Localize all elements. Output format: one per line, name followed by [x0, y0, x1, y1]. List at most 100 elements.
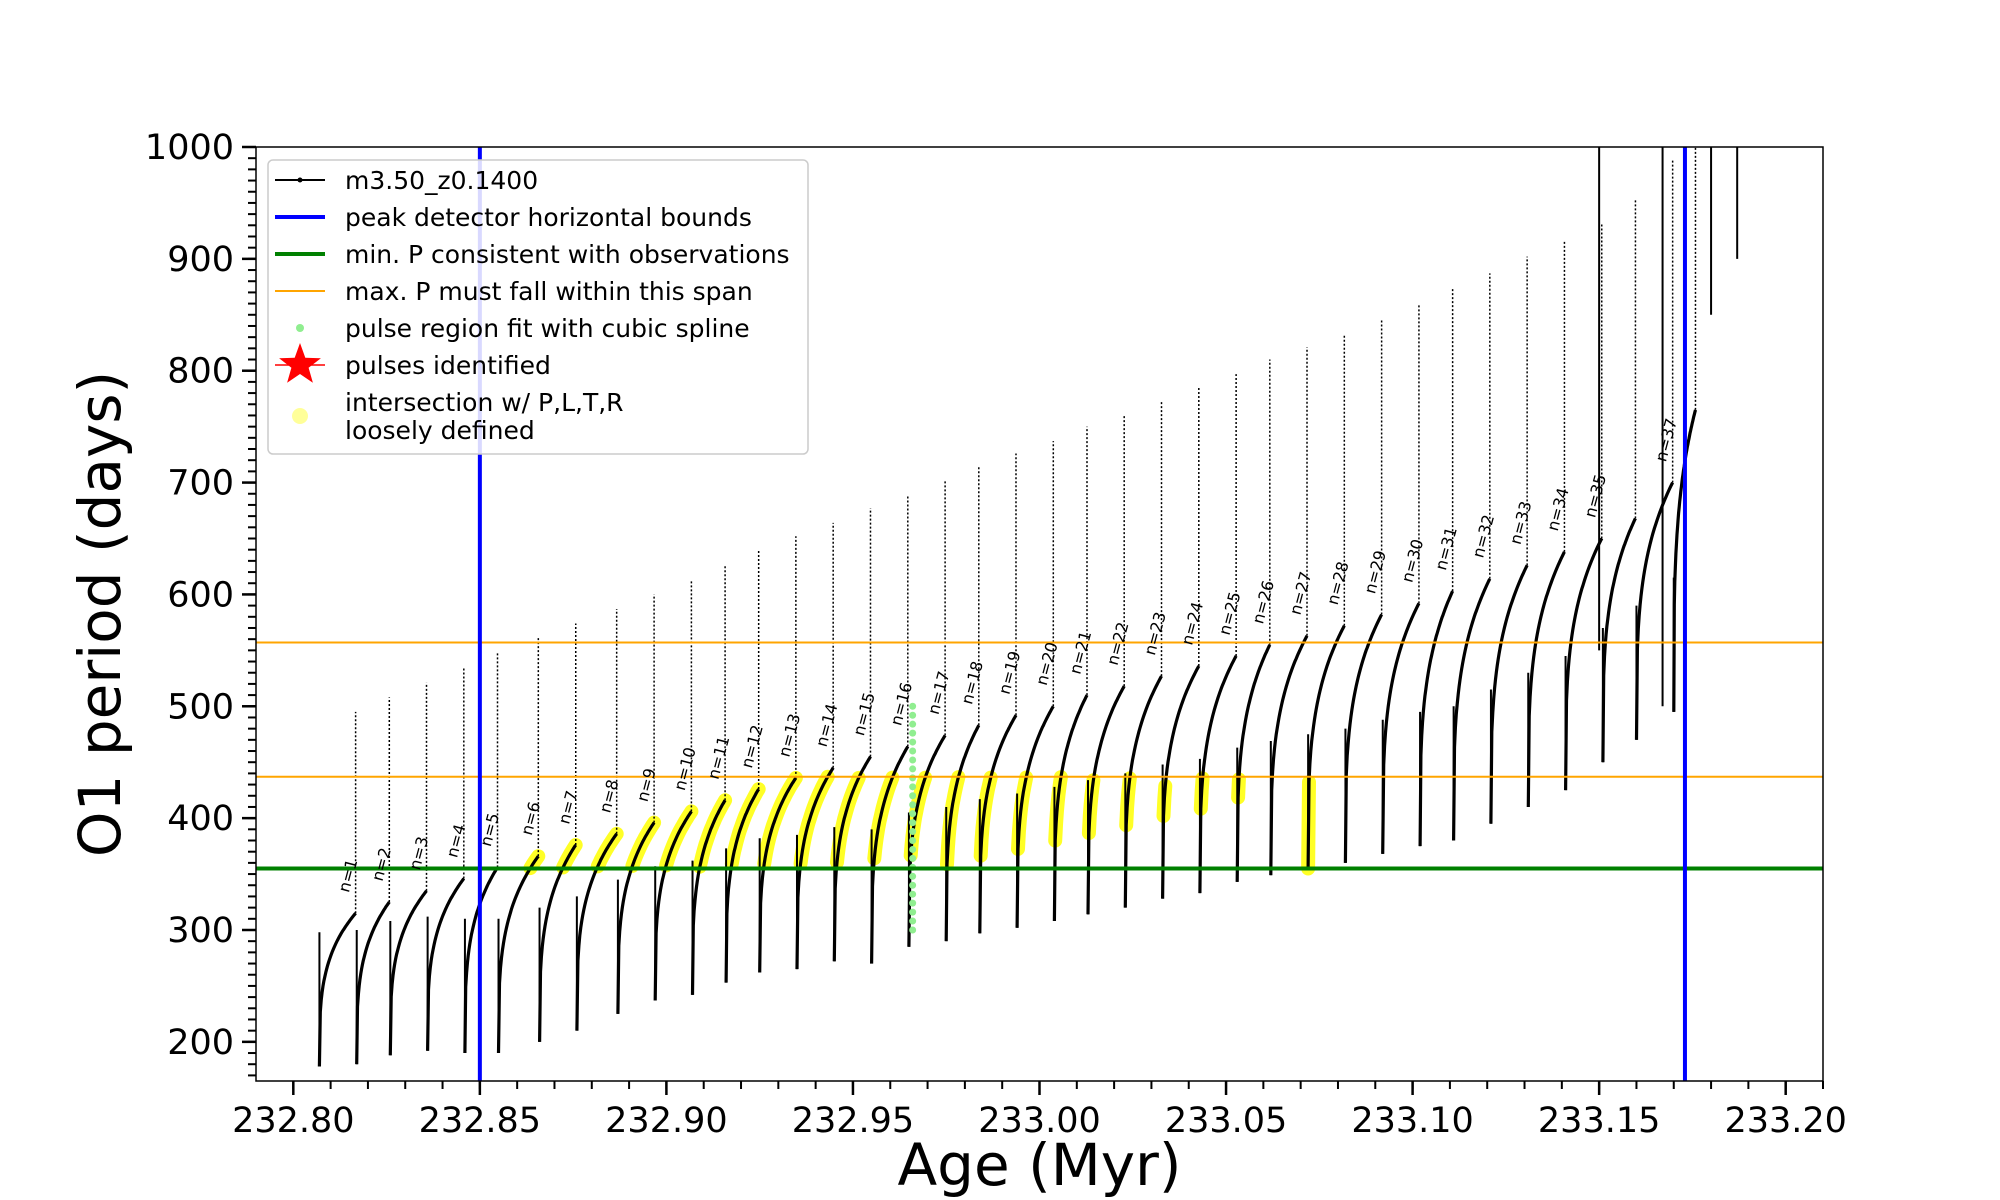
- pulse-track: [388, 889, 428, 1056]
- pulse-label: n=1: [334, 857, 361, 895]
- pulse-track: [1601, 517, 1637, 763]
- legend-label: m3.50_z0.1400: [345, 166, 538, 195]
- pulse-track: [1052, 694, 1089, 922]
- pulse-track: [978, 714, 1018, 934]
- pulse-label: n=2: [368, 846, 395, 884]
- pulse-label: n=7: [554, 789, 581, 827]
- x-tick-label: 233.20: [1724, 1101, 1846, 1141]
- x-tick-label: 232.90: [605, 1101, 727, 1141]
- pulse-label: n=37: [1651, 416, 1681, 463]
- pulse-track: [944, 724, 981, 942]
- legend-label: loosely defined: [345, 416, 535, 445]
- pulse-track: [355, 901, 391, 1065]
- pulse-track: [1123, 675, 1163, 908]
- pulse-label: n=6: [517, 800, 544, 838]
- pulse-track: [795, 766, 835, 970]
- pulse-track: [1634, 481, 1675, 740]
- pulse-label: n=26: [1248, 578, 1278, 625]
- pulse-track: [1418, 590, 1455, 847]
- pulse-track: [1161, 665, 1201, 899]
- pulse-label: n=21: [1066, 629, 1096, 676]
- legend-label: pulses identified: [345, 351, 551, 380]
- pulse-label: n=12: [737, 723, 767, 770]
- spline-point: [909, 872, 917, 880]
- intersection-band: [793, 769, 835, 871]
- y-tick-label: 900: [167, 240, 234, 280]
- pulse-label: n=27: [1286, 570, 1316, 617]
- y-tick-label: 600: [167, 575, 234, 615]
- legend-label: min. P consistent with observations: [345, 240, 790, 269]
- y-tick-label: 200: [167, 1023, 234, 1063]
- y-tick-label: 300: [167, 911, 234, 951]
- spline-point: [909, 801, 917, 809]
- y-axis-label: O1 period (days): [66, 371, 134, 857]
- pulse-track: [538, 844, 578, 1042]
- pulse-track: [1452, 578, 1492, 841]
- spline-point: [909, 729, 917, 737]
- spline-point: [909, 890, 917, 898]
- spline-point: [909, 881, 917, 889]
- spline-point: [909, 702, 917, 710]
- spline-point: [909, 926, 917, 934]
- pulse-label: n=20: [1032, 640, 1062, 687]
- x-tick-label: 232.80: [232, 1101, 354, 1141]
- y-tick-label: 400: [167, 799, 234, 839]
- pulse-label: n=34: [1543, 486, 1573, 533]
- y-tick-label: 800: [167, 352, 234, 392]
- x-tick-label: 233.10: [1351, 1101, 1473, 1141]
- pulse-label: n=19: [995, 649, 1025, 696]
- spline-point: [909, 899, 917, 907]
- x-tick-label: 233.05: [1165, 1101, 1287, 1141]
- spline-point: [909, 908, 917, 916]
- pulse-label: n=32: [1468, 512, 1498, 559]
- pulse-track: [758, 776, 798, 973]
- spline-point: [909, 738, 917, 746]
- pulse-label: n=4: [442, 822, 469, 860]
- legend-label: peak detector horizontal bounds: [345, 203, 752, 232]
- pulse-track: [317, 912, 357, 1067]
- spline-point: [909, 774, 917, 782]
- legend-label: intersection w/ P,L,T,R: [345, 388, 624, 417]
- spline-point: [909, 837, 917, 845]
- spline-point: [909, 819, 917, 827]
- pulse-track: [1381, 602, 1421, 854]
- pulse-label: n=14: [812, 702, 842, 749]
- x-tick-label: 233.00: [978, 1101, 1100, 1141]
- pulse-track: [907, 734, 947, 947]
- pulse-label: n=17: [924, 669, 954, 716]
- pulse-label: n=35: [1580, 472, 1610, 519]
- intersection-band: [724, 782, 766, 871]
- legend-marker: [297, 177, 303, 183]
- spline-point: [909, 854, 917, 862]
- legend-swatch-dot: [296, 324, 304, 332]
- pulse-track: [690, 799, 727, 995]
- y-tick-label: 1000: [145, 128, 234, 168]
- spline-point: [909, 792, 917, 800]
- legend-swatch-bigdot: [292, 408, 308, 424]
- spline-point: [909, 783, 917, 791]
- spline-point: [909, 711, 917, 719]
- y-tick-label: 500: [167, 687, 234, 727]
- pulse-labels: n=1 n=2 n=3 n=4 n=5 n=6 n=7 n=8 n=9 n=10 n=11 n=12 n…: [334, 416, 1681, 894]
- pulse-track: [426, 877, 466, 1051]
- pulse-label: n=25: [1215, 590, 1245, 637]
- pulse-track: [496, 855, 540, 1054]
- pulse-label: n=24: [1177, 600, 1207, 647]
- pulse-label: n=11: [704, 734, 734, 781]
- pulse-label: n=3: [405, 834, 432, 872]
- pulse-track: [1564, 537, 1604, 791]
- spline-point: [909, 747, 917, 755]
- pulse-label: n=13: [774, 712, 804, 759]
- spline-point: [909, 756, 917, 764]
- pulse-label: n=31: [1431, 525, 1461, 572]
- pulse-label: n=30: [1398, 537, 1428, 584]
- data-layer: [317, 147, 1739, 1067]
- x-axis-label: Age (Myr): [897, 1131, 1181, 1199]
- pulse-label: n=9: [633, 766, 660, 804]
- legend-label: pulse region fit with cubic spline: [345, 314, 750, 343]
- spline-point: [909, 720, 917, 728]
- pulse-label: n=33: [1506, 499, 1536, 546]
- spline-point: [909, 810, 917, 818]
